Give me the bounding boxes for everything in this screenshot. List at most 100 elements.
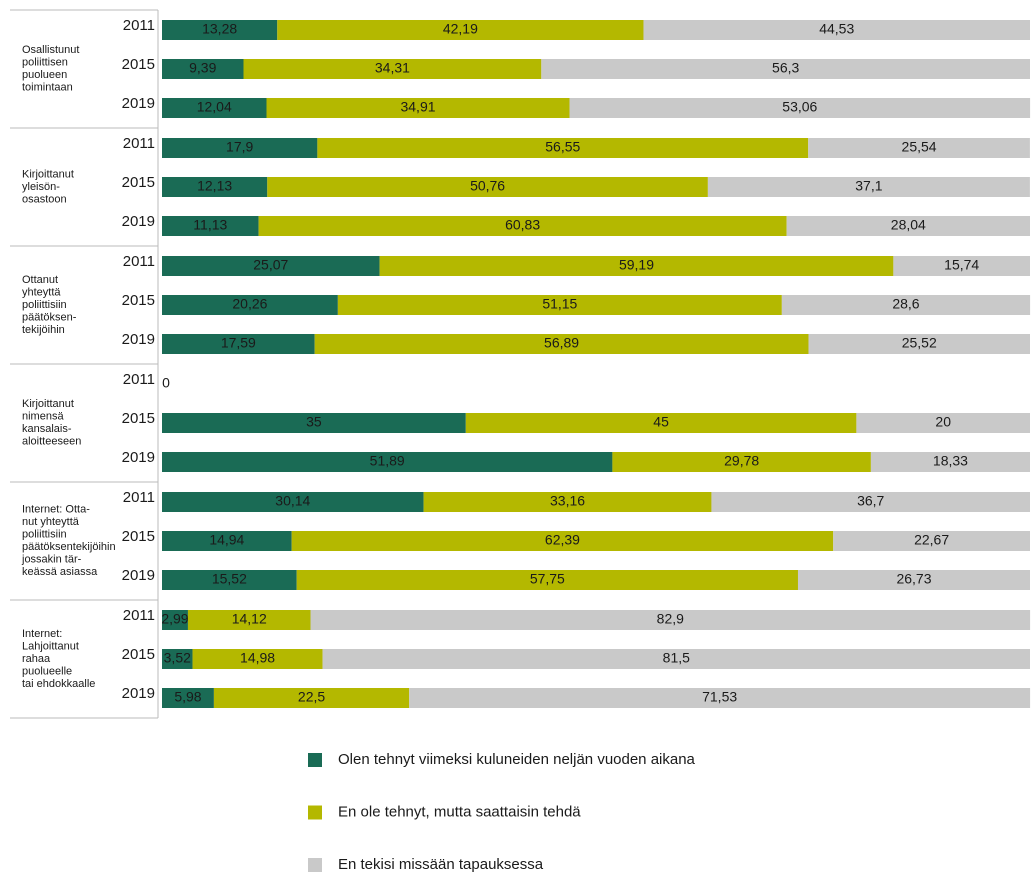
group-label: Internet: Otta- [22, 504, 90, 516]
y-tick-label: 2015 [122, 410, 155, 427]
value-label: 53,06 [782, 99, 817, 115]
value-label: 14,94 [209, 532, 244, 548]
group-label: päätöksen- [22, 311, 77, 323]
group-label: puolueen [22, 69, 67, 81]
value-label: 34,31 [375, 60, 410, 76]
bar-segment [162, 59, 244, 79]
bar-segment [833, 531, 1030, 551]
legend-swatch [308, 753, 322, 767]
value-label: 44,53 [819, 21, 854, 37]
group-label: Kirjoittanut [22, 168, 74, 180]
bar-segment [893, 256, 1030, 276]
bar-segment [569, 98, 1031, 118]
bar-segment [162, 492, 424, 512]
bar-segment [856, 413, 1030, 433]
bar-segment [277, 20, 644, 40]
y-tick-label: 2019 [122, 331, 155, 348]
bar-segment [267, 177, 708, 197]
group-label: poliittisen [22, 57, 68, 69]
group-label: puolueelle [22, 665, 72, 677]
bar-segment [465, 413, 857, 433]
group-label: Lahjoittanut [22, 640, 79, 652]
bar-segment [162, 570, 297, 590]
y-tick-label: 2011 [123, 253, 155, 270]
value-label: 22,5 [298, 689, 325, 705]
bar-segment [162, 413, 466, 433]
bar-segment [162, 295, 338, 315]
y-tick-label: 2015 [122, 174, 155, 191]
bar-segment [162, 20, 278, 40]
y-tick-label: 2015 [122, 292, 155, 309]
value-label: 25,52 [902, 335, 937, 351]
group-label: yhteyttä [22, 286, 61, 298]
value-label: 81,5 [663, 650, 690, 666]
value-label: 56,55 [545, 139, 580, 155]
value-label: 56,3 [772, 60, 799, 76]
y-tick-label: 2011 [123, 17, 155, 34]
value-label: 51,15 [542, 296, 577, 312]
value-label: 62,39 [545, 532, 580, 548]
value-label: 28,04 [891, 217, 926, 233]
group-label: keässä asiassa [22, 566, 98, 578]
y-tick-label: 2011 [123, 489, 155, 506]
group-label: poliittisiin [22, 529, 67, 541]
group-label: yleisön- [22, 181, 60, 193]
group-label: rahaa [22, 653, 51, 665]
value-label: 17,9 [226, 139, 253, 155]
y-tick-label: 2015 [122, 646, 155, 663]
bar-segment [162, 334, 315, 354]
bar-segment [337, 295, 782, 315]
value-label: 15,52 [212, 571, 247, 587]
value-label: 25,54 [902, 139, 937, 155]
bar-segment [643, 20, 1030, 40]
bar-segment [243, 59, 542, 79]
group-label: Kirjoittanut [22, 398, 74, 410]
value-label: 51,89 [370, 453, 405, 469]
value-label: 36,7 [857, 493, 884, 509]
legend-swatch [308, 858, 322, 872]
value-label: 14,12 [232, 611, 267, 627]
bar-segment [162, 177, 268, 197]
bar-segment [291, 531, 834, 551]
value-label: 20,26 [232, 296, 267, 312]
value-label: 56,89 [544, 335, 579, 351]
value-label: 5,98 [174, 689, 201, 705]
legend-swatch [308, 805, 322, 820]
value-label: 33,16 [550, 493, 585, 509]
group-label: Ottanut [22, 274, 58, 286]
value-label: 14,98 [240, 650, 275, 666]
bar-segment [322, 649, 1031, 669]
value-label: 22,67 [914, 532, 949, 548]
y-tick-label: 2015 [122, 56, 155, 73]
bar-segment [786, 216, 1030, 236]
legend-label: En tekisi missään tapauksessa [338, 856, 544, 873]
value-label: 0 [162, 375, 170, 391]
group-label: poliittisiin [22, 299, 67, 311]
value-label: 9,39 [189, 60, 216, 76]
value-label: 71,53 [702, 689, 737, 705]
y-tick-label: 2019 [122, 213, 155, 230]
value-label: 57,75 [530, 571, 565, 587]
bar-segment [162, 688, 214, 708]
value-label: 37,1 [855, 178, 882, 194]
group-label: nimensä [22, 411, 64, 423]
bar-segment [808, 334, 1030, 354]
bar-segment [423, 492, 712, 512]
value-label: 82,9 [657, 611, 684, 627]
value-label: 45 [653, 414, 669, 430]
y-tick-label: 2019 [122, 685, 155, 702]
bar-segment [162, 610, 188, 630]
group-label: tekijöihin [22, 324, 65, 336]
legend-label: Olen tehnyt viimeksi kuluneiden neljän v… [338, 751, 696, 768]
value-label: 3,52 [164, 650, 191, 666]
value-label: 34,91 [400, 99, 435, 115]
value-label: 2,99 [161, 611, 188, 627]
y-tick-label: 2011 [123, 371, 155, 388]
group-label: kansalais- [22, 423, 72, 435]
bar-segment [162, 649, 193, 669]
group-label: osastoon [22, 193, 67, 205]
group-label: aloitteeseen [22, 436, 81, 448]
value-label: 17,59 [221, 335, 256, 351]
bar-segment [781, 295, 1031, 315]
